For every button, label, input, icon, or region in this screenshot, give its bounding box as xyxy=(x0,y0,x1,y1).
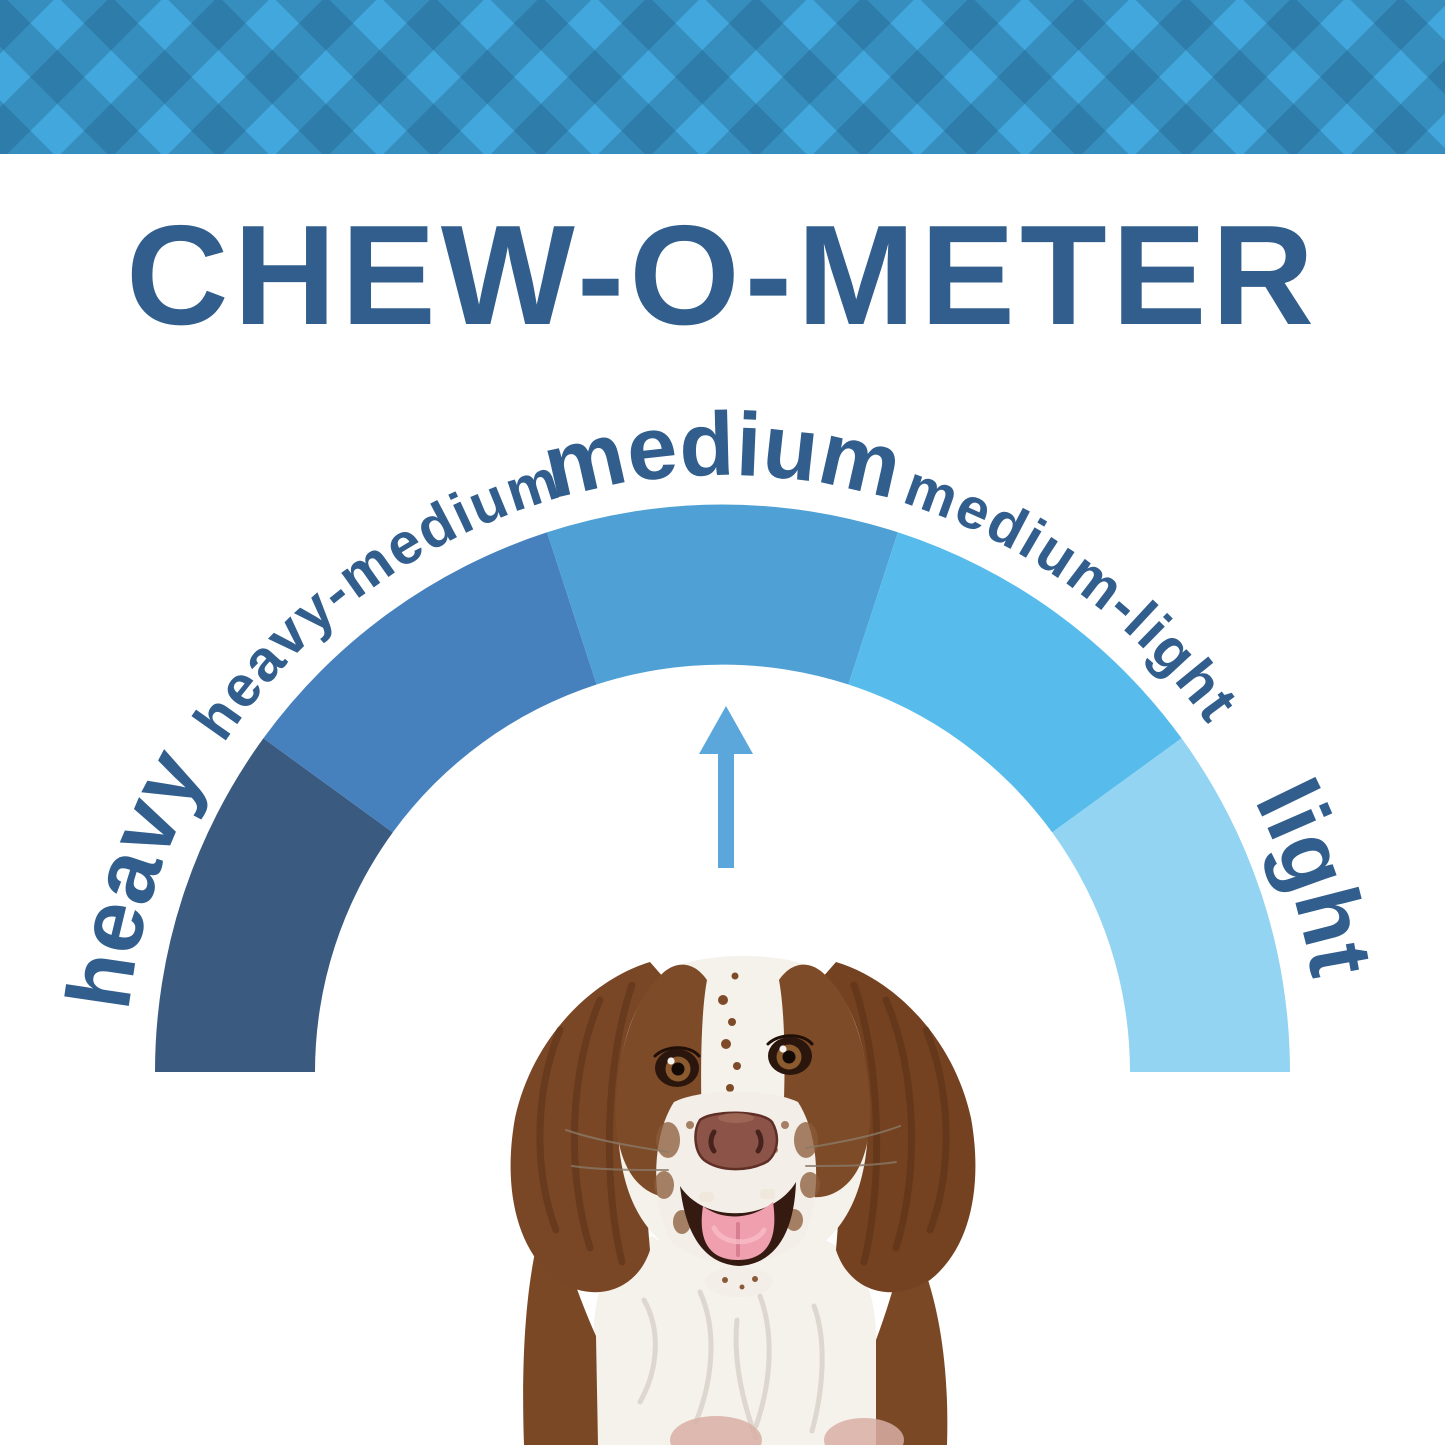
gauge-segment-light xyxy=(1052,738,1290,1072)
gingham-banner xyxy=(0,0,1445,154)
chest-fur-strokes xyxy=(637,1289,825,1441)
dog-right-eye xyxy=(766,1034,814,1075)
page-title: CHEW-O-METER xyxy=(125,196,1320,355)
dog-left-eye xyxy=(653,1046,701,1087)
up-arrow-icon xyxy=(699,706,753,868)
gauge-segment-heavy xyxy=(155,738,393,1072)
gauge-segment-medium-light xyxy=(848,532,1182,833)
gauge-segment-medium xyxy=(547,504,898,685)
gauge-segment-heavy-medium xyxy=(263,532,597,833)
dog-nose xyxy=(694,1111,779,1171)
whiskers xyxy=(565,1125,901,1171)
gauge-label-medium: medium xyxy=(534,394,910,517)
dog-illustration xyxy=(510,956,976,1445)
gauge: heavy heavy-medium medium medium-light l… xyxy=(49,394,1391,1072)
